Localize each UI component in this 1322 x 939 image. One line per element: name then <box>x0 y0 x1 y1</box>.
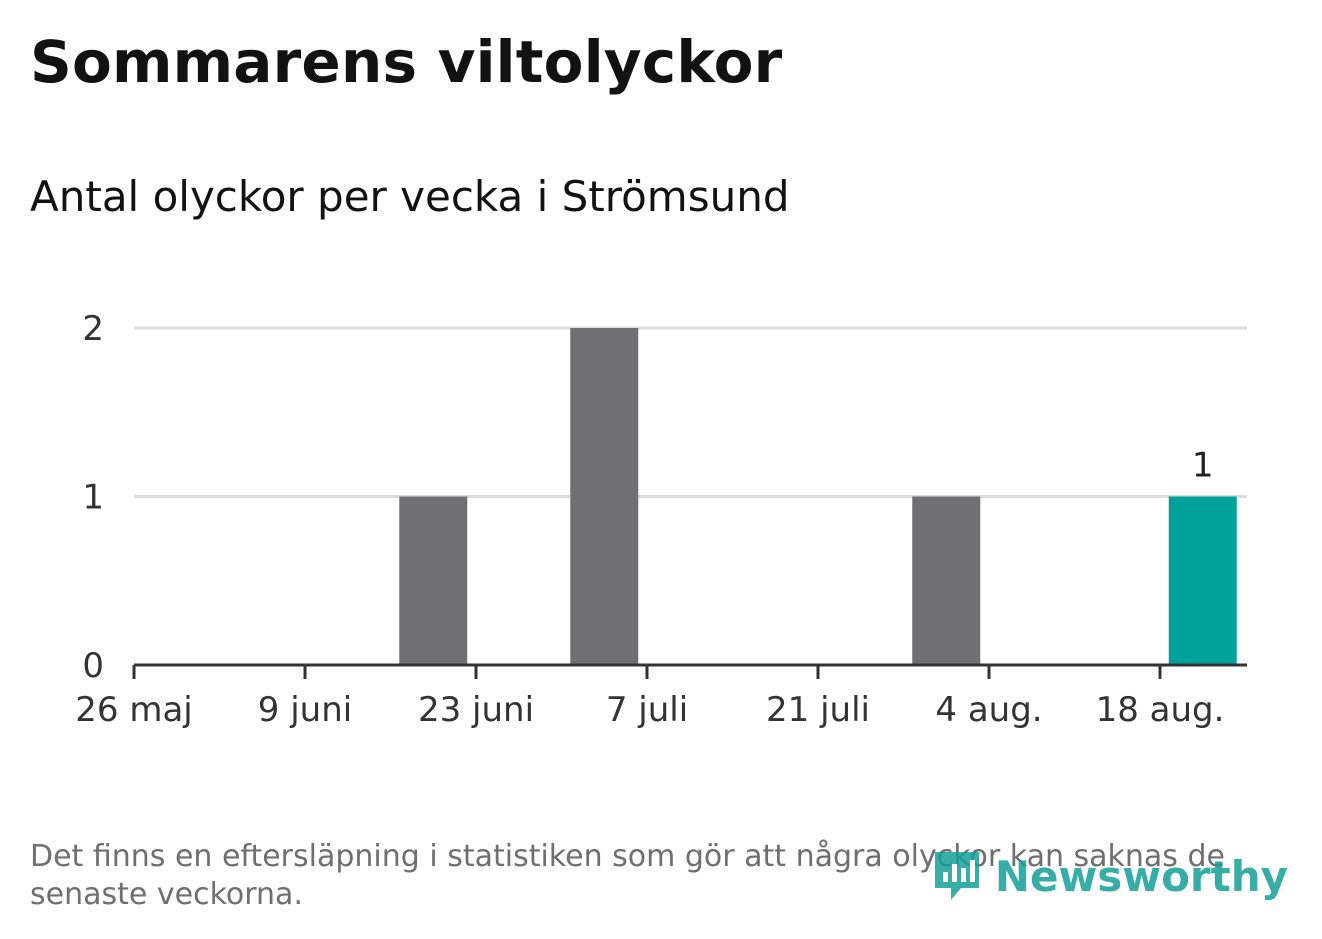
y-tick-label: 2 <box>82 309 104 349</box>
bar-highlight <box>1168 496 1237 665</box>
y-axis: 0 1 2 <box>82 309 104 686</box>
x-axis: 26 maj 9 juni 23 juni 7 juli 21 juli 4 aug. 18… <box>75 663 1247 730</box>
footnote: Det finns en eftersläpning i statistiken… <box>30 839 1225 912</box>
x-tick-label: 9 juni <box>258 690 352 730</box>
newsworthy-logo-icon <box>934 852 979 900</box>
chart-subtitle: Antal olyckor per vecka i Strömsund <box>30 172 790 221</box>
newsworthy-logo: Newsworthy <box>931 848 1288 904</box>
bar <box>570 328 639 665</box>
x-tick-label: 21 juli <box>766 690 870 730</box>
x-tick-label: 23 juni <box>418 690 534 730</box>
y-tick-label: 0 <box>82 646 104 686</box>
x-tick-label: 18 aug. <box>1096 690 1225 730</box>
bar <box>912 496 981 665</box>
bars <box>399 328 1237 665</box>
data-labels: 1 <box>1192 446 1214 486</box>
logo-text: Newsworthy <box>994 851 1288 901</box>
x-tick-label: 7 juli <box>606 690 688 730</box>
y-tick-label: 1 <box>82 478 104 518</box>
bar <box>399 496 468 665</box>
data-label: 1 <box>1192 446 1214 486</box>
x-tick-label: 4 aug. <box>935 690 1042 730</box>
x-tick-label: 26 maj <box>75 690 192 730</box>
grid-lines <box>134 326 1247 498</box>
chart-title: Sommarens viltolyckor <box>30 28 783 96</box>
bar-chart: 26 maj 9 juni 23 juni 7 juli 21 juli 4 aug. 18… <box>75 309 1247 730</box>
